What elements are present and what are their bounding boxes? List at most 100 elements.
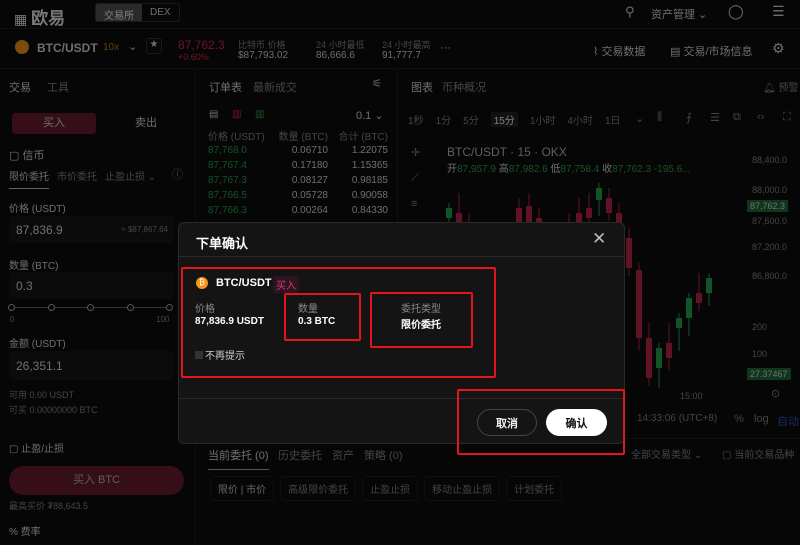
order-filter-chip[interactable]: 高级限价委托 [280, 476, 357, 501]
margin-checkbox[interactable]: ▢ 信币 [9, 150, 45, 162]
tab-recent-trades[interactable]: 最新成交 [253, 82, 297, 94]
slider-stop[interactable] [87, 304, 94, 311]
slider-stop[interactable] [47, 304, 55, 311]
fullscreen-icon[interactable]: ⛶ [783, 111, 791, 123]
book-both-icon[interactable]: ▤ [209, 109, 219, 120]
tab-chart[interactable]: 图表 [411, 82, 433, 94]
sell-tab[interactable]: 卖出 [135, 117, 157, 129]
tab-strategy[interactable]: 策略 (0) [364, 450, 403, 462]
close-value: 87,762.3 [612, 164, 652, 175]
order-type-label: 委托类型 [401, 304, 441, 315]
replay-icon[interactable]: ⧉ [733, 111, 741, 123]
top-nav: ▦ 欧易 交易所 DEX ⚲ 资产管理 ⌄ ◯ ☰ [0, 0, 800, 28]
alert-button[interactable]: 🔔︎ 预警 [763, 83, 799, 94]
no-remind-checkbox[interactable]: 不再提示 [195, 347, 245, 362]
asset-menu[interactable]: 资产管理 ⌄ [651, 9, 708, 21]
tab-limit-order[interactable]: 限价委托 [9, 168, 49, 189]
search-icon[interactable]: ⚲ [625, 4, 635, 19]
amount-input[interactable]: 26,351.1 [9, 351, 174, 380]
pair-name[interactable]: BTC/USDT [37, 41, 98, 55]
gear-icon[interactable]: ⚙ [772, 40, 785, 56]
auto-toggle[interactable]: 自动 [777, 416, 799, 428]
order-filter-chip[interactable]: 计划委托 [506, 476, 563, 501]
index-value: $87,793.02 [238, 50, 289, 61]
book-asks-icon[interactable]: ▥ [232, 109, 242, 120]
book-bids-icon[interactable]: ▥ [255, 109, 265, 120]
y-tick: 200 [752, 322, 768, 332]
orderbook-row[interactable]: 87,766.3 0.00264 0.84330 [208, 203, 388, 218]
code-icon[interactable]: ‹› [757, 111, 765, 123]
fee-link[interactable]: % 费率 [9, 527, 41, 538]
row-qty: 0.08127 [291, 175, 328, 186]
tab-tpsl[interactable]: 止盈止损 ⌄ [105, 172, 157, 183]
interval-3[interactable]: 15分 [490, 112, 518, 127]
close-icon[interactable]: ✕ [592, 229, 607, 248]
user-icon[interactable]: ◯ [728, 3, 744, 19]
log-toggle[interactable]: log [754, 413, 769, 425]
trendline-icon[interactable]: ⟋ [411, 172, 419, 184]
tab-order-history[interactable]: 历史委托 [278, 450, 322, 462]
slider-stop[interactable] [166, 304, 173, 311]
crosshair-icon[interactable]: ✛ [411, 147, 421, 159]
tab-open-orders[interactable]: 当前委托 (0) [208, 447, 269, 470]
slider-stop[interactable] [126, 304, 134, 311]
qty-input[interactable]: 0.3 [9, 272, 174, 299]
candle-type-icon[interactable]: ⫼ [657, 111, 663, 123]
tab-dex[interactable]: DEX [150, 7, 171, 18]
price-input[interactable]: 87,836.9 ≈ $87,867.64 [9, 216, 174, 243]
cancel-button[interactable]: 取消 [477, 409, 537, 436]
confirm-button[interactable]: 确认 [546, 409, 607, 436]
more-button[interactable]: ··· [440, 42, 451, 54]
y-tick: 88,000.0 [752, 185, 788, 195]
order-filter-chip[interactable]: 止盈止损 [362, 476, 419, 501]
current-pair-checkbox[interactable]: ▢ 当前交易品种 [722, 450, 795, 461]
favorite-star-icon[interactable]: ★ [146, 38, 162, 54]
settings-sliders-icon[interactable]: ⚟ [372, 78, 382, 90]
interval-0[interactable]: 1秒 [408, 116, 424, 127]
menu-icon[interactable]: ☰ [772, 3, 785, 19]
tab-exchange[interactable]: 交易所 [96, 4, 142, 21]
tab-tools[interactable]: 工具 [47, 82, 69, 94]
interval-6[interactable]: 1日 [604, 116, 621, 127]
order-filter-chip[interactable]: 移动止盈止损 [424, 476, 501, 501]
candle [656, 348, 662, 368]
tab-assets[interactable]: 资产 [332, 450, 354, 462]
tab-market-order[interactable]: 市价委托 [57, 172, 97, 183]
trade-data-link[interactable]: ⌇ 交易数据 [593, 46, 646, 58]
percent-toggle[interactable]: % [734, 413, 744, 425]
order-filter-chip[interactable]: 限价 | 市价 [210, 476, 275, 501]
interval-2[interactable]: 5分 [463, 116, 479, 127]
tab-orderbook[interactable]: 订单表 [209, 82, 242, 94]
orderbook-row[interactable]: 87,767.3 0.08127 0.98185 [208, 173, 388, 188]
index-label[interactable]: 比特币 价格 [238, 40, 286, 50]
okx-logo[interactable]: ▦ 欧易 [14, 9, 66, 28]
candle [456, 213, 462, 228]
settings-icon[interactable]: ⊙ [771, 388, 781, 400]
indicators-icon[interactable]: ⨍ [686, 112, 692, 124]
tab-coin-overview[interactable]: 币种概况 [442, 82, 486, 94]
buy-btc-button[interactable]: 买入 BTC [9, 466, 184, 495]
orderbook-header: 价格 (USDT) 数量 (BTC) 合计 (BTC) [208, 128, 388, 143]
market-info-link[interactable]: ▤ 交易/市场信息 [670, 46, 753, 58]
orderbook-row[interactable]: 87,767.4 0.17180 1.15365 [208, 158, 388, 173]
chevron-down-icon[interactable]: ⌄ [128, 41, 138, 53]
layout-icon[interactable]: ☰ [710, 112, 720, 124]
tpsl-checkbox[interactable]: ▢ 止盈/止损 [9, 444, 65, 455]
precision-select[interactable]: 0.1 ⌄ [356, 110, 384, 122]
interval-5[interactable]: 4小时 [567, 116, 593, 127]
interval-1[interactable]: 1分 [435, 116, 452, 127]
interval-4[interactable]: 1小时 [529, 116, 556, 127]
candle [596, 188, 602, 200]
amount-value: 26,351.1 [16, 359, 63, 373]
buy-tab[interactable]: 买入 [12, 113, 96, 134]
fib-icon[interactable]: ≡ [411, 198, 418, 210]
orderbook-row[interactable]: 87,768.0 0.06710 1.22075 [208, 143, 388, 158]
order-type-filter[interactable]: 全部交易类型 ⌄ [631, 450, 703, 461]
orderbook-row[interactable]: 87,766.5 0.05728 0.90058 [208, 188, 388, 203]
info-icon[interactable]: ⓘ [172, 169, 183, 181]
slider-stop[interactable] [8, 304, 15, 311]
tab-trade[interactable]: 交易 [9, 82, 31, 94]
chevron-down-icon[interactable]: ⌄ [635, 113, 645, 125]
row-qty: 0.06710 [291, 145, 328, 156]
